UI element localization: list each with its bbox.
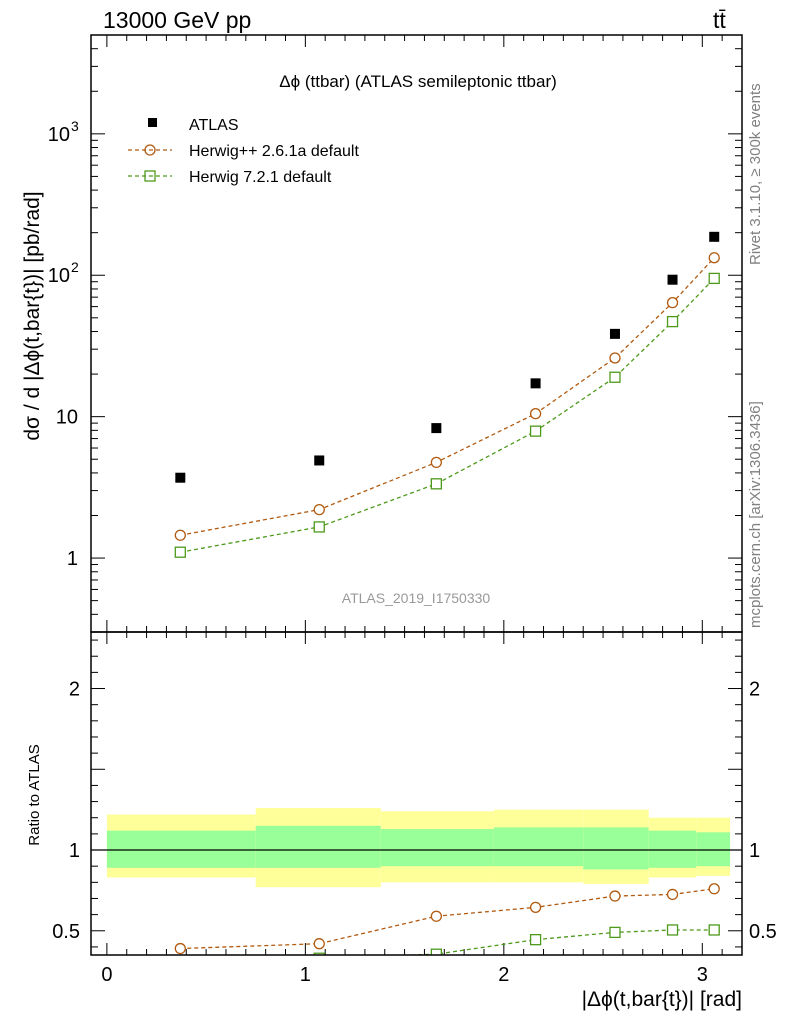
y-tick-exponent: 3 [71,118,79,134]
inner-band-bin [380,829,494,867]
ratio-point [430,910,442,922]
ratio-point [708,883,720,895]
y-tick-label: 10 [48,124,70,146]
mc-point [430,456,442,469]
data-point [709,231,720,242]
x-tick-label: 0 [101,964,112,986]
y-axis-label: dσ / d |Δϕ(t,bar{t})| [pb/rad] [21,191,44,440]
energy-label: 13000 GeV pp [103,7,251,33]
data-point [667,274,678,285]
mc-point [666,315,679,328]
legend: ATLAS Herwig++ 2.6.1a default Herwig 7.2… [128,117,359,186]
ratio-tick-label-right: 1 [749,840,760,862]
ratio-point [666,888,679,901]
ratio-point [529,901,542,914]
ratio-frame [90,631,743,956]
mcplots-label: mcplots.cern.ch [arXiv:1306.3436] [747,401,764,628]
mc-point [609,352,621,364]
ratio-point [174,942,186,955]
ratio-panel: 0 1 2 3 0.5 0.5 1 1 2 2 [52,631,777,986]
ratio-tick-label-right: 0.5 [749,921,777,943]
y-tick-label: 1 [67,548,78,570]
mc-point [313,521,325,533]
ratio-point [609,890,621,902]
inner-band-bin [106,830,256,868]
series-line [180,257,715,536]
mc-point [174,529,186,541]
legend-label-herwig7: Herwig 7.2.1 default [189,169,332,186]
ratio-axis-label: Ratio to ATLAS [26,744,43,845]
data-point [314,455,325,466]
ratio-content [91,808,742,968]
mc-point [666,297,679,309]
x-tick-label: 2 [498,964,509,986]
inner-band-bin [583,827,649,870]
legend-marker-herwigpp [144,144,156,156]
ratio-line [180,888,715,950]
legend-marker-herwig7 [144,170,156,182]
inner-band-bin [493,827,584,867]
data-point [431,423,442,434]
y-tick-label: 10 [48,265,70,287]
mc-point [174,546,186,558]
mc-point [529,425,542,437]
ratio-tick-label-left: 1 [69,840,80,862]
mc-point [609,371,621,383]
rivet-label: Rivet 3.1.10, ≥ 300k events [747,83,764,265]
ratio-line [394,929,715,955]
ratio-tick-label-right: 2 [749,679,760,701]
ratio-point [666,924,679,936]
mc-point [313,503,325,516]
data-point [530,378,541,389]
mc-point [708,252,720,264]
y-tick-label: 10 [56,407,78,429]
inner-band-bin [648,830,697,868]
analysis-watermark: ATLAS_2019_I1750330 [342,590,491,606]
mc-point [430,478,442,490]
data-point [609,328,620,339]
data-point [175,472,186,483]
series-line [180,277,715,553]
x-axis-label: |Δϕ(t,bar{t})| [rad] [582,988,742,1011]
legend-label-atlas: ATLAS [189,117,239,134]
mc-point [529,408,542,420]
inner-band-bin [696,832,731,867]
ratio-point [708,924,720,936]
ratio-tick-label-left: 0.5 [52,921,80,943]
ratio-point [313,938,325,950]
ratio-point [313,952,325,955]
inner-band-bin [255,825,381,868]
legend-label-herwigpp: Herwig++ 2.6.1a default [189,143,359,160]
legend-marker-atlas [148,118,157,127]
ratio-point [529,934,542,946]
x-tick-label: 3 [697,964,708,986]
ratio-point [609,926,621,939]
mc-point [708,272,720,285]
y-tick-exponent: 2 [71,259,79,275]
ratio-point [430,948,442,955]
x-tick-label: 1 [300,964,311,986]
plot-title: Δϕ (ttbar) (ATLAS semileptonic ttbar) [279,72,557,91]
process-label: tt̄ [713,7,726,33]
ratio-point [175,958,185,968]
ratio-tick-label-left: 2 [69,679,80,701]
